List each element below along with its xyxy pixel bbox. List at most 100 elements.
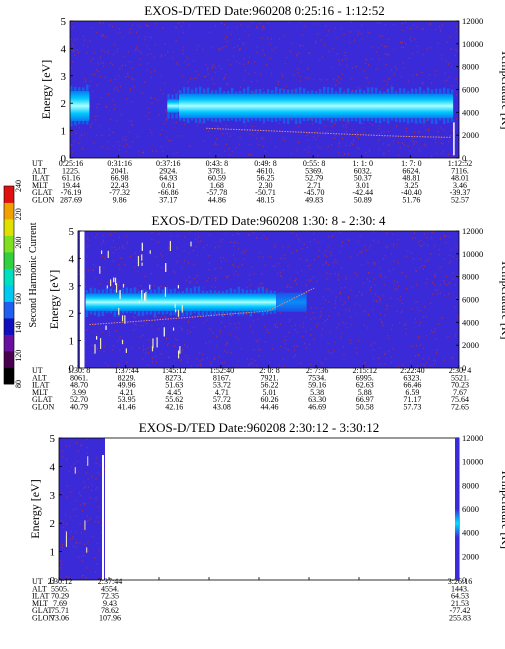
cell-alt: 4554.	[101, 584, 119, 593]
y2-tick-label: 10000	[462, 249, 483, 259]
y-tick-label: 2	[69, 308, 75, 320]
cell-alt: 8229.	[118, 373, 136, 382]
cell-glat: -39.37	[450, 188, 471, 197]
row-label-glon: GLON	[32, 196, 54, 205]
cell-mlt: 3.99	[72, 388, 86, 397]
cell-glat: 66.97	[356, 395, 374, 404]
chart-title: EXOS-D/TED Date:960208 2:30:12 - 3:30:12	[139, 420, 379, 435]
row-label-alt: ALT	[32, 584, 47, 593]
y2-tick-label: 6000	[462, 504, 479, 514]
row-label-ilat: ILAT	[32, 592, 49, 601]
y-tick-label: 4	[61, 43, 67, 55]
cell-ilat: 59.16	[308, 381, 326, 390]
cell-glat: 71.17	[403, 395, 421, 404]
temperature-line	[89, 287, 315, 326]
cell-glat: 78.62	[101, 606, 119, 615]
cell-glat: -76.19	[61, 188, 82, 197]
cell-mlt: 4.45	[167, 388, 181, 397]
cell-glon: 49.83	[305, 196, 323, 205]
cell-mlt: 2.30	[259, 181, 273, 190]
row-label-glon: GLON	[32, 614, 54, 623]
colorbar-segment	[4, 202, 14, 220]
cell-alt: 6323.	[403, 373, 421, 382]
colorbar-segment	[4, 219, 14, 236]
cell-glat: 60.26	[261, 395, 279, 404]
cell-glon: 57.73	[403, 403, 421, 412]
cell-ilat: 50.37	[354, 174, 372, 183]
cell-ut: 2:37:44	[98, 577, 122, 586]
cell-ilat: 48.70	[70, 381, 88, 390]
colorbar-tick-label: 180	[14, 265, 23, 277]
y2-tick-label: 12000	[462, 16, 483, 26]
y-tick-label: 2	[50, 518, 56, 530]
y-tick-label: 0	[50, 575, 56, 587]
row-label-alt: ALT	[32, 166, 47, 175]
colorbar-segment	[4, 318, 14, 335]
y-tick-label: 3	[61, 71, 67, 83]
y2-tick-label: 0	[462, 153, 466, 163]
colorbar-segment	[4, 285, 14, 302]
cell-alt: 2924.	[159, 166, 177, 175]
row-label-mlt: MLT	[32, 388, 48, 397]
cell-glat: 63.30	[308, 395, 326, 404]
y-tick-label: 4	[50, 461, 56, 473]
cell-alt: 3781.	[208, 166, 226, 175]
chart-panel-2: EXOS-D/TED Date:960208 1:30: 8 - 2:30: 4…	[32, 213, 505, 412]
cell-ut: 2:15:12	[353, 366, 377, 375]
cell-glon: 50.89	[354, 196, 372, 205]
colorbar-label: Second Harmonic Current	[28, 222, 39, 327]
cell-mlt: 2.71	[307, 181, 321, 190]
chart-title: EXOS-D/TED Date:960208 1:30: 8 - 2:30: 4	[152, 213, 386, 228]
y2-tick-label: 4000	[462, 528, 479, 538]
y2-tick-label: 10000	[462, 39, 483, 49]
cell-mlt: 3.46	[453, 181, 467, 190]
cell-alt: 7116.	[451, 166, 469, 175]
colorbar-segment	[4, 367, 14, 385]
cell-ut: 2: 7:36	[306, 366, 328, 375]
colorbar: 80 120 140 160 180 200 220 240 Second Harmonic C…	[3, 180, 39, 388]
cell-glat: -42.44	[352, 188, 373, 197]
cell-alt: 8061.	[70, 373, 88, 382]
y2-tick-label: 8000	[462, 62, 479, 72]
row-label-ut: UT	[32, 577, 43, 586]
y-tick-label: 1	[61, 126, 67, 138]
row-label-ilat: ILAT	[32, 381, 49, 390]
cell-glon: 51.76	[402, 196, 420, 205]
cell-glat: 75.71	[51, 606, 69, 615]
cell-alt: 7534.	[308, 373, 326, 382]
cell-ut: 2:22:40	[400, 366, 424, 375]
cell-ilat: 62.63	[356, 381, 374, 390]
y2-tick-label: 12000	[462, 226, 483, 236]
cell-ut: 0:55: 8	[303, 159, 325, 168]
y2-tick-label: 8000	[462, 480, 479, 490]
cell-glon: 107.96	[99, 614, 121, 623]
colorbar-tick-label: 220	[14, 208, 23, 220]
cell-mlt: 0.61	[161, 181, 175, 190]
cell-glon: 50.58	[356, 403, 374, 412]
cell-ilat: 56.22	[261, 381, 279, 390]
cell-glon: 52.57	[451, 196, 469, 205]
cell-ut: 2:30:12	[48, 577, 72, 586]
energy-band-3	[178, 93, 454, 119]
row-label-ut: UT	[32, 159, 43, 168]
cell-ilat: 56.25	[257, 174, 275, 183]
y2-tick-label: 2000	[462, 340, 479, 350]
cell-glon: 72.65	[451, 403, 469, 412]
band-edge-texture	[178, 86, 454, 125]
high-current-streaks	[94, 241, 192, 359]
cell-glon: 73.06	[51, 614, 69, 623]
colorbar-frame	[3, 185, 15, 385]
data-edge-mark	[102, 455, 104, 580]
cell-ilat: 64.53	[451, 592, 469, 601]
cell-mlt: 3.01	[356, 181, 370, 190]
cell-mlt: 7.67	[453, 388, 467, 397]
y2-tick-label: 2000	[462, 130, 479, 140]
ephemeris-table: UT 1:30: 8 1:37:44 1:45:12 1:52:40 2: 0: 8 2: …	[32, 366, 471, 412]
cell-alt: 6624.	[402, 166, 420, 175]
y-tick-label: 0	[61, 153, 67, 165]
cell-ut: 0:37:16	[156, 159, 180, 168]
cell-mlt: 19.44	[62, 181, 80, 190]
colorbar-tick-label: 200	[14, 237, 23, 249]
cell-mlt: 6.59	[405, 388, 419, 397]
cell-ut: 1:45:12	[162, 366, 186, 375]
